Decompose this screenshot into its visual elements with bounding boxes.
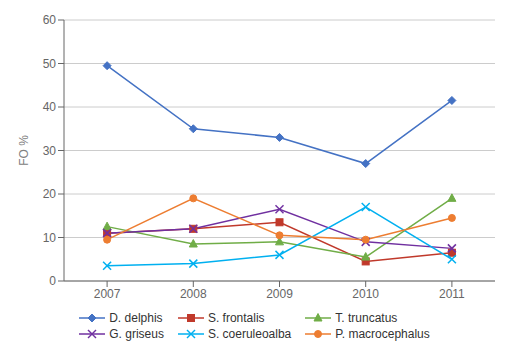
svg-text:50: 50 xyxy=(43,57,57,71)
html-text:S. frontalis: S. frontalis xyxy=(207,311,265,325)
html-text:P. macrocephalus: P. macrocephalus xyxy=(335,327,430,341)
svg-text:2009: 2009 xyxy=(266,287,293,301)
svg-text:2007: 2007 xyxy=(94,287,121,301)
html-text:S. coeruleoalba: S. coeruleoalba xyxy=(207,327,292,341)
svg-text:2010: 2010 xyxy=(352,287,379,301)
svg-text:60: 60 xyxy=(43,13,57,27)
svg-text:10: 10 xyxy=(43,231,57,245)
html-text:G. griseus: G. griseus xyxy=(109,327,164,341)
svg-text:30: 30 xyxy=(43,144,57,158)
svg-text:2008: 2008 xyxy=(180,287,207,301)
svg-text:20: 20 xyxy=(43,187,57,201)
svg-text:40: 40 xyxy=(43,100,57,114)
svg-text:2011: 2011 xyxy=(439,287,465,301)
html-text:D. delphis: D. delphis xyxy=(109,311,163,325)
html-text:T. truncatus: T. truncatus xyxy=(335,311,398,325)
svg-text:0: 0 xyxy=(49,274,56,288)
svg-text:FO %: FO % xyxy=(17,135,31,166)
